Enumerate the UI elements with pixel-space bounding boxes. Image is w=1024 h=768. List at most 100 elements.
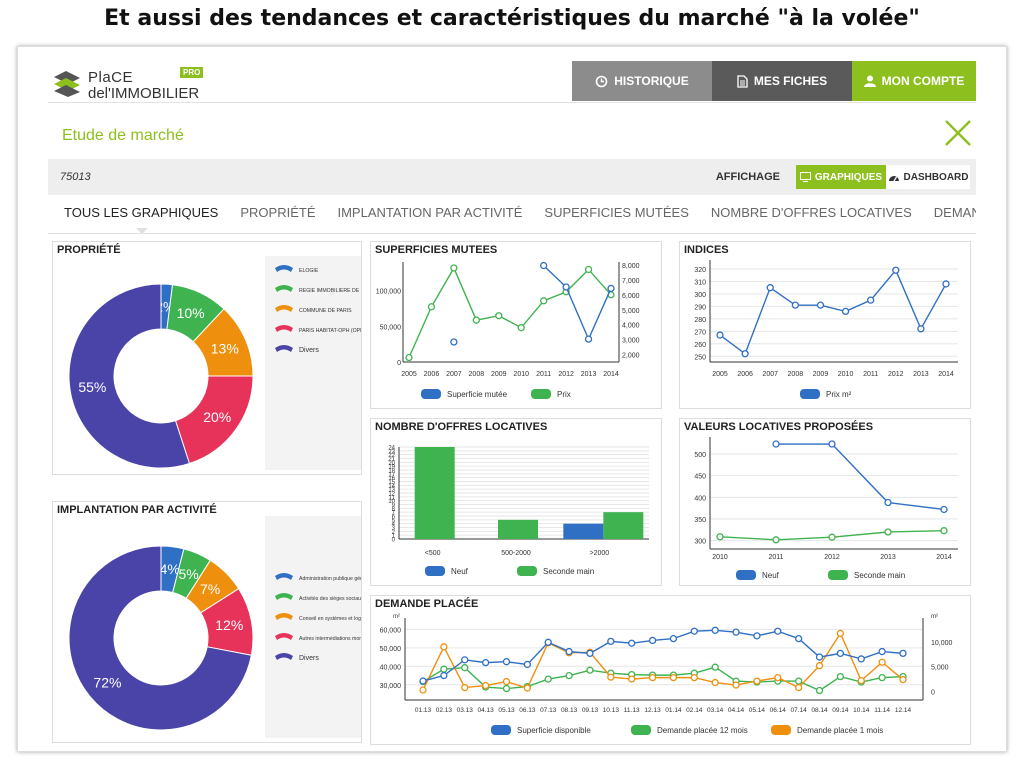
tick-label-6: 310 xyxy=(694,279,706,286)
tick-label-2: 400 xyxy=(694,495,706,502)
superficie-dispo-point-13 xyxy=(690,627,698,635)
x-tick-label-3: 2013 xyxy=(880,554,896,561)
legend-label-3: Autres intermédiations monétaires xyxy=(299,636,361,642)
left-tick-label-2: 50,000 xyxy=(380,646,402,653)
legend-swatch-1 xyxy=(631,725,651,735)
superficies-line-chart: 0 50,000 100,000 2,000 3,000 4,000 5,000 6,000 7… xyxy=(376,261,640,399)
logo[interactable]: PlaCE del'IMMOBILIER PRO xyxy=(52,67,212,103)
x-tick-label-1: 2006 xyxy=(424,371,440,378)
demande-12m-point-6 xyxy=(544,675,552,683)
legend-swatch-4 xyxy=(275,345,293,352)
superficie-dispo-point-14 xyxy=(711,626,719,634)
tab-propriete[interactable]: PROPRIÉTÉ xyxy=(240,205,316,220)
demande-1m-point-12 xyxy=(669,673,678,682)
tab-implantation[interactable]: IMPLANTATION PAR ACTIVITÉ xyxy=(337,205,523,220)
pie-value-label-3: 20% xyxy=(203,409,231,425)
history-button[interactable]: HISTORIQUE xyxy=(572,61,712,101)
demande-12m-point-19 xyxy=(815,686,824,695)
x-tick-label-7: 08.13 xyxy=(561,707,578,714)
seconde-main-point-1 xyxy=(772,536,780,544)
right-tick-label-2: 10,000 xyxy=(931,640,953,647)
demande-12m-point-7 xyxy=(565,671,573,680)
prix-point-3 xyxy=(472,316,480,324)
y-tick-label-9: 9 xyxy=(392,503,396,509)
y-tick-label-5: 5 xyxy=(392,518,396,524)
x-tick-label-4: 2009 xyxy=(813,371,829,378)
superficie-dispo-point-9 xyxy=(607,637,615,646)
demande-1m-point-21 xyxy=(857,676,865,685)
superficie-dispo-point-11 xyxy=(648,636,657,645)
prix-point-1 xyxy=(427,303,436,311)
app-window: PlaCE del'IMMOBILIER PRO HISTORIQUE MES … xyxy=(17,46,1007,752)
y-tick-label-13: 13 xyxy=(388,488,395,494)
demande-1m-point-3 xyxy=(481,681,490,690)
y-tick-label-23: 23 xyxy=(388,449,395,455)
x-tick-label-4: 05.13 xyxy=(498,707,515,714)
offres-panel: NOMBRE D'OFFRES LOCATIVES 0 1 2 3 4 5 6 7 8 9 10 11… xyxy=(370,418,662,586)
pie-value-label-2: 7% xyxy=(200,581,220,597)
x-tick-label-2: 2012 xyxy=(824,554,840,561)
pie-value-label-3: 12% xyxy=(215,617,243,633)
right-tick-label-6: 8,000 xyxy=(622,263,640,270)
demande-1m-point-17 xyxy=(774,673,782,682)
bar-seconde-main-0 xyxy=(414,447,455,539)
legend-background xyxy=(265,516,365,738)
valeurs-line-chart: 300 350 400 450 500 2010 2011 2012 2013 2014 Neuf S… xyxy=(694,437,958,580)
filter-bar: 75013 AFFICHAGE GRAPHIQUES DASHBOARD xyxy=(48,159,976,195)
legend-swatch-3 xyxy=(275,325,293,332)
y-tick-label-21: 21 xyxy=(388,457,395,463)
tab-offres[interactable]: NOMBRE D'OFFRES LOCATIVES xyxy=(710,205,912,220)
tab-demande[interactable]: DEMAN xyxy=(933,205,976,220)
x-tick-label-16: 05.14 xyxy=(749,707,766,714)
pie-slice-4 xyxy=(68,545,252,731)
pie-value-label-2: 13% xyxy=(211,340,239,356)
right-tick-label-0: 0 xyxy=(931,690,935,697)
demande-1m-point-11 xyxy=(648,673,657,682)
x-tick-label-8: 2013 xyxy=(913,371,929,378)
demande-1m-point-14 xyxy=(711,678,719,687)
y-tick-label-8: 8 xyxy=(392,507,396,513)
demande-1m-point-9 xyxy=(607,673,615,681)
my-account-label: MON COMPTE xyxy=(881,74,965,88)
neuf-point-2 xyxy=(828,440,836,448)
demande-1m-point-20 xyxy=(836,629,845,638)
x-tick-label-2: 2007 xyxy=(762,371,778,378)
graphs-toggle-button[interactable]: GRAPHIQUES xyxy=(796,165,886,189)
tick-label-0: 300 xyxy=(694,539,706,546)
x-tick-label-6: 2011 xyxy=(863,371,878,378)
my-sheets-button[interactable]: MES FICHES xyxy=(712,61,852,101)
top-nav: HISTORIQUE MES FICHES MON COMPTE xyxy=(572,61,976,101)
y-tick-label-12: 12 xyxy=(388,492,395,498)
seconde-main-point-3 xyxy=(884,528,892,536)
superficie-line-1 xyxy=(543,265,612,341)
x-tick-label-1: 500-2000 xyxy=(501,550,531,557)
close-x-icon[interactable] xyxy=(944,119,972,147)
x-tick-label-4: 2014 xyxy=(936,554,952,561)
x-tick-label-1: 2006 xyxy=(737,371,753,378)
tab-all-graphs[interactable]: TOUS LES GRAPHIQUES xyxy=(64,205,219,220)
demande-1m-point-19 xyxy=(815,662,824,670)
demande-title: DEMANDE PLACÉE xyxy=(375,598,479,610)
my-account-button[interactable]: MON COMPTE xyxy=(852,61,976,101)
legend-label-1: Seconde main xyxy=(543,567,594,576)
graphs-label: GRAPHIQUES xyxy=(814,171,883,183)
x-tick-label-5: 2010 xyxy=(838,371,854,378)
superficie-dispo-point-10 xyxy=(628,639,636,647)
dashboard-toggle-button[interactable]: DASHBOARD xyxy=(886,165,970,189)
legend-swatch-2 xyxy=(275,305,293,312)
legend-label-0: Superficie disponible xyxy=(517,726,591,735)
tab-superficies[interactable]: SUPERFICIES MUTÉES xyxy=(544,205,689,220)
x-tick-label-7: 2012 xyxy=(558,371,574,378)
superficie-dispo-point-6 xyxy=(544,638,552,646)
prix-point-8 xyxy=(584,265,593,274)
prix-point-2 xyxy=(450,264,458,272)
legend-swatch-1 xyxy=(275,285,293,292)
neuf-point-3 xyxy=(884,498,892,507)
legend-swatch-0 xyxy=(275,573,293,580)
demande-1m-point-10 xyxy=(628,675,636,683)
y-tick-label-24: 24 xyxy=(388,446,395,452)
right-tick-label-1: 5,000 xyxy=(931,665,949,672)
y-tick-label-7: 7 xyxy=(392,511,396,517)
prix-m2-line-0 xyxy=(719,268,947,355)
